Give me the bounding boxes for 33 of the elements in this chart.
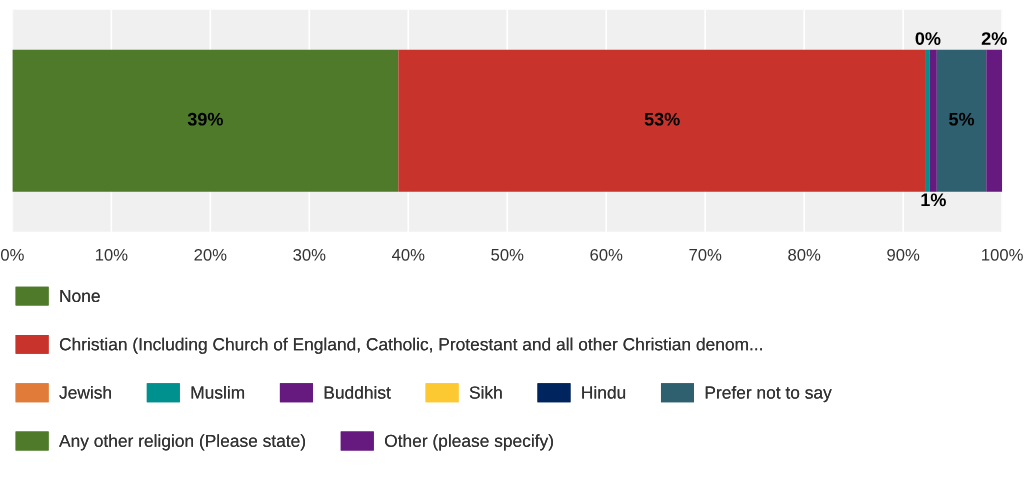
legend-label: Other (please specify) (385, 434, 553, 451)
legend-label: Jewish (59, 385, 111, 399)
legend-label: Muslim (191, 385, 245, 399)
x-tick-label: 20% (194, 248, 227, 261)
x-tick-label: 70% (689, 248, 722, 261)
legend-label: Christian (Including Church of England, Catholic, Protestant and all other Christian denom... (59, 337, 762, 354)
bar (986, 49, 1003, 192)
data-label: 53% (644, 112, 680, 126)
legend-label: None (60, 289, 100, 303)
legend-label: Sikh (469, 385, 502, 399)
bar (929, 49, 937, 192)
x-tick-label: 60% (590, 248, 623, 261)
x-tick-label: 10% (95, 248, 128, 261)
data-label: 39% (187, 112, 223, 126)
legend-label: Hindu (582, 385, 626, 399)
data-label: 1% (921, 193, 946, 207)
legend-label: Prefer not to say (705, 385, 832, 403)
x-tick-label: 0% (0, 248, 24, 261)
data-label: 0% (915, 32, 941, 45)
bar (925, 49, 930, 192)
x-tick-label: 50% (491, 248, 524, 261)
data-label: 2% (981, 32, 1007, 45)
legend-label: Buddhist (324, 385, 391, 399)
bar (398, 49, 926, 192)
bar (936, 49, 987, 192)
x-tick-label: 30% (293, 248, 326, 261)
data-label: 5% (949, 112, 975, 126)
x-tick-label: 80% (788, 248, 821, 261)
legend-label: Any other religion (Please state) (59, 434, 305, 451)
x-tick-label: 40% (391, 248, 425, 261)
x-tick-label: 90% (887, 248, 920, 261)
bar (12, 49, 399, 192)
x-tick-label: 100% (982, 248, 1023, 261)
